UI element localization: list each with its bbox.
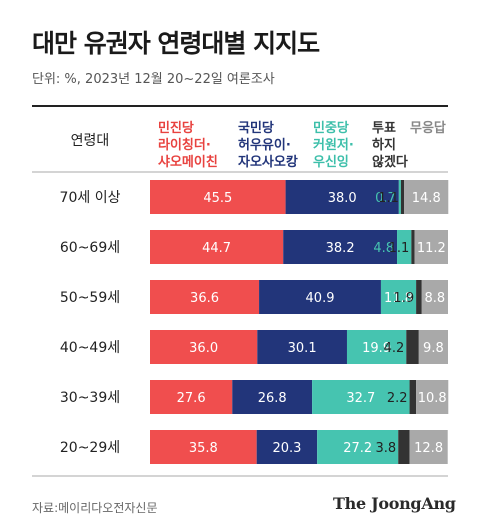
value-label: 32.7 [346, 391, 375, 406]
brand-logo: The JoongAng [333, 494, 456, 513]
bar-segment [409, 380, 417, 414]
row-label: 60~69세 [60, 240, 120, 256]
value-label: 19.9 [362, 341, 391, 356]
value-label: 26.8 [258, 391, 287, 406]
bar-segment [406, 330, 419, 364]
bar-segment [150, 280, 260, 314]
value-label: 11.2 [417, 241, 446, 256]
row-20~29세: 20~29세 35.8 20.3 27.2 3.8 12.8 [60, 430, 448, 464]
chart-rows: 70세 이상 45.5 38.0 0.71.1 14.860~69세 44.7 38.2 4.… [60, 180, 449, 464]
legend-header-line: 민진당 [158, 120, 194, 136]
row-label: 40~49세 [60, 340, 120, 356]
bar-segment [256, 430, 318, 464]
value-label: 0.7 [375, 191, 396, 206]
chart-subtitle: 단위: %, 2023년 12월 20~22일 여론조사 [32, 72, 275, 87]
value-label: 1.1 [378, 191, 399, 206]
value-label: 40.9 [306, 291, 335, 306]
legend-header-line: 커원저· [313, 138, 354, 153]
chart-title: 대만 유권자 연령대별 지지도 [32, 29, 320, 58]
row-label: 50~59세 [60, 290, 120, 306]
value-label: 11.8 [384, 291, 413, 306]
value-label: 14.8 [412, 191, 441, 206]
bar-segment [285, 180, 399, 214]
value-label: 35.8 [189, 441, 218, 456]
legend-header-line: 샤오메이친 [158, 154, 218, 170]
legend-header-line: 허우유이· [238, 137, 291, 153]
bar-segment [283, 230, 398, 264]
legend-header-line: 투표 [372, 121, 396, 136]
value-label: 20.3 [272, 441, 301, 456]
bar-segment [380, 280, 417, 314]
bar-segment [150, 380, 233, 414]
bar-segment [150, 180, 286, 214]
bar-segment [312, 380, 410, 414]
legend-header-line: 무응답 [410, 121, 446, 136]
bar-segment [232, 380, 313, 414]
row-30~39세: 30~39세 27.6 26.8 32.7 2.2 10.8 [60, 380, 449, 414]
bar-segment [257, 330, 347, 364]
row-header: 연령대 [71, 133, 110, 149]
value-label: 30.1 [288, 341, 317, 356]
bar-segment [346, 330, 407, 364]
legend-header-2: 국민당 허우유이· 자오사오캉 [238, 120, 298, 170]
legend-header-line: 국민당 [238, 120, 274, 136]
value-label: 38.2 [326, 241, 355, 256]
bar-segment [416, 380, 449, 414]
legend-header-line: 라이칭더· [158, 137, 211, 153]
legend-header-5: 무응답 [410, 121, 446, 136]
value-label: 9.8 [423, 341, 444, 356]
bar-segment [409, 430, 448, 464]
bar-segment [414, 230, 448, 264]
value-label: 36.0 [189, 341, 218, 356]
legend-header-line: 하지 [372, 137, 396, 153]
value-label: 3.8 [376, 441, 397, 456]
bar-segment [398, 180, 401, 214]
legend-header-line: 않겠다 [372, 154, 408, 170]
bar-segment [404, 180, 449, 214]
bar-segment [400, 180, 405, 214]
bar-segment [150, 330, 258, 364]
value-label: 4.2 [384, 341, 405, 356]
value-label: 12.8 [414, 441, 443, 456]
value-label: 36.6 [190, 291, 219, 306]
bar-segment [150, 430, 257, 464]
value-label: 44.7 [202, 241, 231, 256]
row-label: 70세 이상 [60, 190, 121, 206]
bar-segment [259, 280, 381, 314]
row-70세-이상: 70세 이상 45.5 38.0 0.71.1 14.8 [60, 180, 449, 214]
row-label: 30~39세 [60, 390, 120, 406]
value-label: 1.9 [393, 291, 414, 306]
value-label: 4.8 [373, 241, 394, 256]
row-60~69세: 60~69세 44.7 38.2 4.81.1 11.2 [60, 230, 448, 264]
row-label: 20~29세 [60, 440, 120, 456]
row-40~49세: 40~49세 36.0 30.1 19.94.2 9.8 [60, 330, 448, 364]
value-label: 8.8 [425, 291, 446, 306]
bar-segment [398, 430, 410, 464]
row-50~59세: 50~59세 36.6 40.9 11.81.9 8.8 [60, 280, 448, 314]
value-label: 27.2 [343, 441, 372, 456]
value-label: 45.5 [203, 191, 232, 206]
legend-header-4: 투표 하지 않겠다 [372, 121, 408, 170]
bar-segment [150, 230, 284, 264]
value-label: 27.6 [177, 391, 206, 406]
legend-header-1: 민진당 라이칭더· 샤오메이친 [158, 120, 218, 170]
value-label: 1.1 [389, 241, 410, 256]
legend-header-line: 자오사오캉 [238, 154, 298, 170]
bar-segment [416, 280, 422, 314]
value-label: 10.8 [418, 391, 447, 406]
bar-segment [411, 230, 415, 264]
value-label: 2.2 [387, 391, 408, 406]
bar-segment [421, 280, 448, 314]
value-label: 38.0 [328, 191, 357, 206]
legend-header-line: 민중당 [313, 120, 349, 136]
legend-header-line: 우신잉 [313, 155, 349, 170]
bar-segment [317, 430, 399, 464]
source-note: 자료:메이리다오전자신문 [32, 501, 158, 515]
bar-segment [418, 330, 448, 364]
bar-segment [397, 230, 412, 264]
